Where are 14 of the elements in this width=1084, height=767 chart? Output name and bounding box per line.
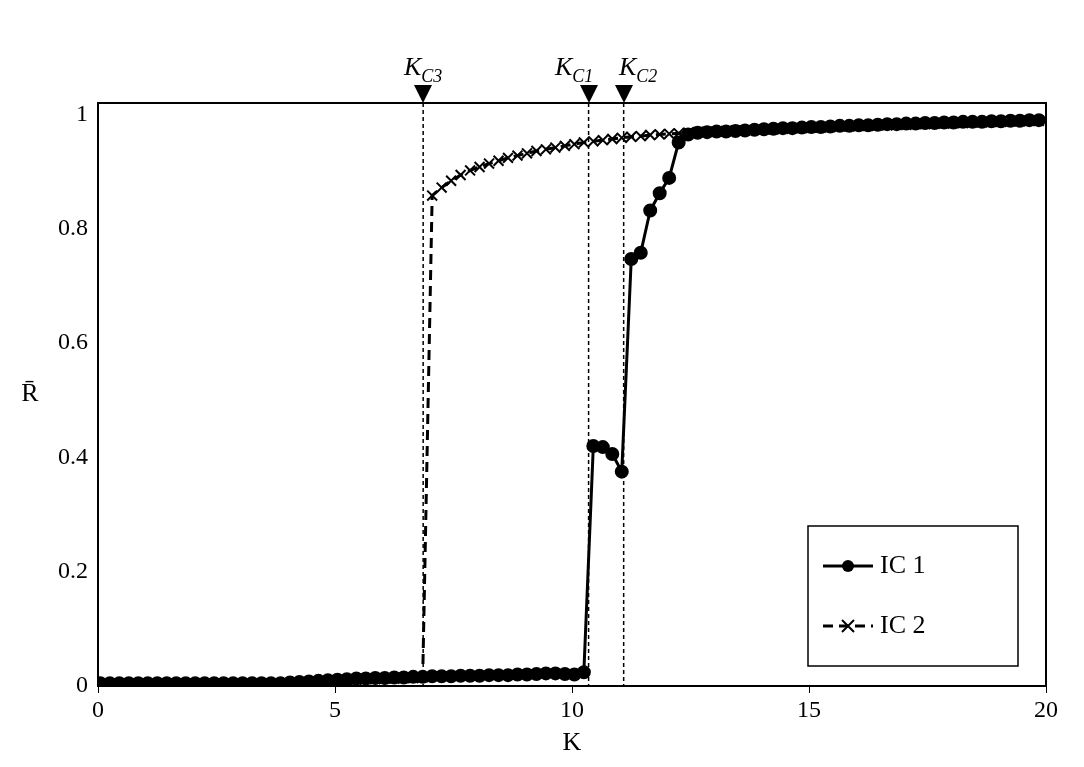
y-axis-title: R̄	[21, 378, 40, 408]
x-axis-title: K	[562, 727, 582, 757]
legend-label: IC 1	[880, 549, 926, 579]
y-tick-label: 0.4	[58, 442, 88, 469]
y-tick-label: 0	[76, 671, 88, 698]
y-tick-label: 1	[76, 99, 88, 126]
y-tick-label: 0.6	[58, 328, 88, 355]
x-tick-label: 10	[560, 695, 584, 722]
legend-label: IC 2	[880, 609, 926, 639]
x-tick-label: 20	[1034, 695, 1058, 722]
y-tick-label: 0.8	[58, 214, 88, 241]
x-tick-label: 15	[797, 695, 821, 722]
x-tick-label: 5	[329, 695, 341, 722]
y-tick-label: 0.2	[58, 556, 88, 583]
